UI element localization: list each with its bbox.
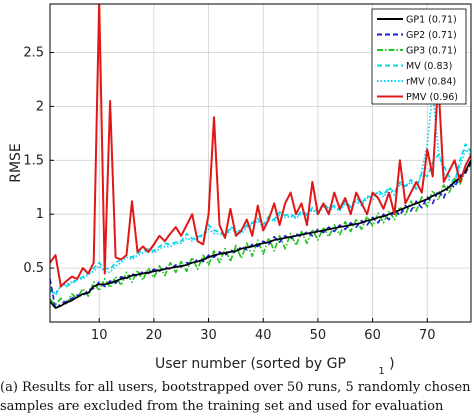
y-tick-label-2.5: 2.5 bbox=[23, 46, 44, 61]
legend-box bbox=[371, 8, 467, 105]
x-axis-label: User number (sorted by GP 1 ) bbox=[155, 356, 395, 378]
x-tick-label-20: 20 bbox=[146, 328, 163, 343]
series-line-pmv bbox=[50, 4, 471, 288]
axis-ticks: 10 20 30 40 50 60 70 0.5 1 1.5 2 2.5 bbox=[23, 46, 435, 343]
series-lines bbox=[50, 4, 471, 310]
caption-line-1: (a) Results for all users, bootstrapped … bbox=[0, 380, 471, 395]
legend-label-gp2: GP2 (0.71) bbox=[406, 30, 457, 41]
legend: GP1 (0.71) GP2 (0.71) GP3 (0.71) MV (0.83) r… bbox=[371, 8, 467, 105]
series-line-rmv bbox=[50, 89, 471, 294]
y-axis-label: RMSE bbox=[8, 143, 24, 183]
x-axis-label-main: User number (sorted by GP bbox=[155, 356, 346, 372]
legend-label-gp1: GP1 (0.71) bbox=[406, 15, 457, 26]
x-tick-label-60: 60 bbox=[364, 328, 381, 343]
x-tick-label-30: 30 bbox=[200, 328, 217, 343]
figure-caption: (a) Results for all users, bootstrapped … bbox=[0, 378, 474, 416]
caption-line-2: samples are excluded from the training s… bbox=[0, 399, 444, 414]
x-tick-label-50: 50 bbox=[310, 328, 327, 343]
legend-label-rmv: rMV (0.84) bbox=[406, 77, 456, 88]
legend-label-gp3: GP3 (0.71) bbox=[406, 46, 457, 57]
series-line-gp1 bbox=[50, 159, 471, 309]
y-tick-label-1: 1 bbox=[36, 207, 44, 222]
x-axis-label-subscript: 1 bbox=[378, 366, 384, 377]
y-tick-label-1.5: 1.5 bbox=[23, 153, 44, 168]
legend-label-pmv: PMV (0.96) bbox=[406, 92, 458, 103]
legend-label-mv: MV (0.83) bbox=[406, 61, 452, 72]
y-tick-label-0.5: 0.5 bbox=[23, 261, 44, 276]
x-tick-label-40: 40 bbox=[255, 328, 272, 343]
series-line-gp2 bbox=[50, 162, 471, 310]
x-axis-label-close: ) bbox=[389, 356, 394, 372]
rmse-line-chart: 10 20 30 40 50 60 70 0.5 1 1.5 2 2.5 RMSE User numb… bbox=[8, 3, 472, 378]
x-tick-label-70: 70 bbox=[419, 328, 436, 343]
plot-frame bbox=[49, 3, 472, 323]
series-line-gp3 bbox=[50, 164, 471, 306]
x-tick-label-10: 10 bbox=[91, 328, 108, 343]
y-tick-label-2: 2 bbox=[36, 99, 44, 114]
